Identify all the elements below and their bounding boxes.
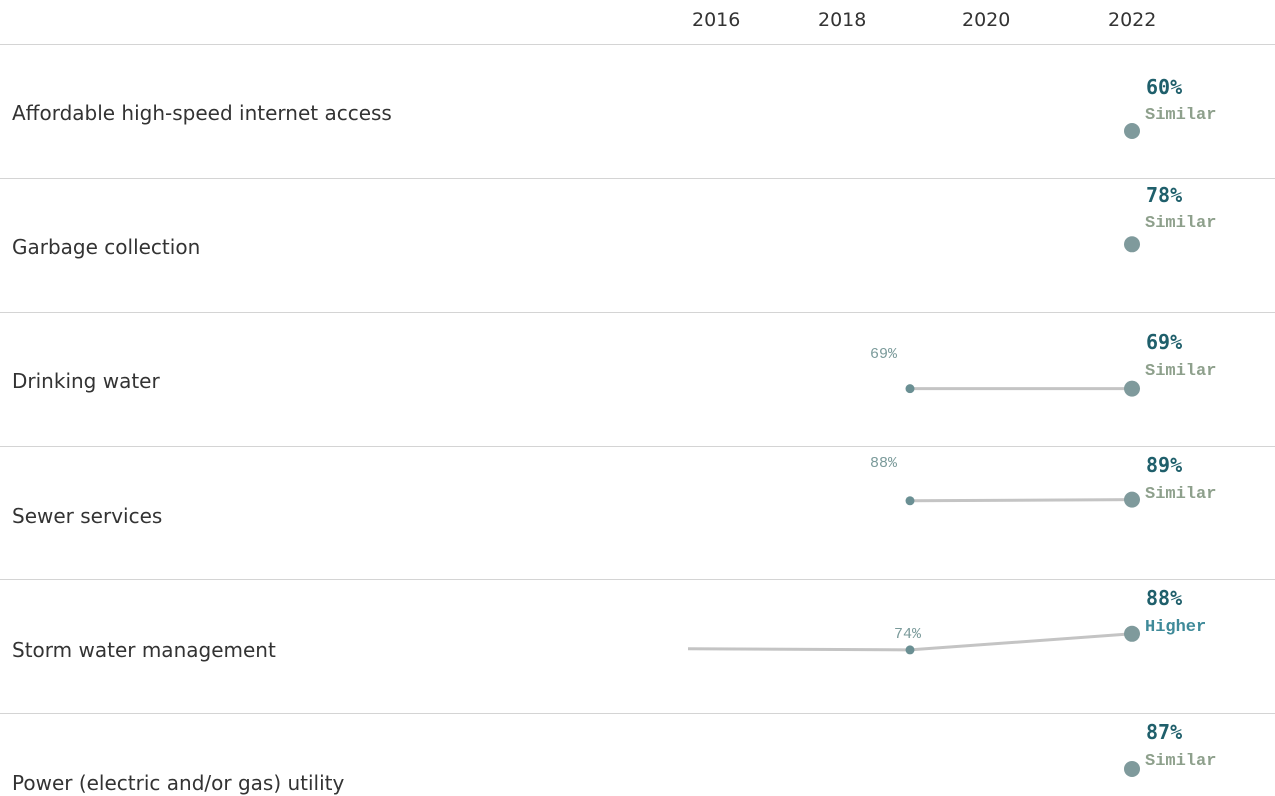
status-label-storm-water: Higher	[1145, 618, 1207, 637]
row-divider	[0, 312, 1275, 313]
status-label-sewer: Similar	[1145, 485, 1217, 504]
current-point-sewer-services	[1124, 491, 1140, 508]
category-label-power: Power (electric and/or gas) utility	[12, 771, 345, 795]
prior-point-sewer-services	[905, 496, 915, 506]
x-tick-2022: 2022	[1108, 9, 1157, 31]
category-label-internet: Affordable high-speed internet access	[12, 101, 392, 125]
status-label-power: Similar	[1145, 752, 1217, 771]
current-point-affordable-high-speed-internet-access	[1124, 123, 1140, 139]
row-divider	[0, 446, 1275, 447]
x-tick-2018: 2018	[818, 9, 867, 31]
row-divider	[0, 44, 1275, 45]
x-tick-2020: 2020	[962, 9, 1011, 31]
trend-line-sewer-services	[909, 498, 1133, 503]
value-label-storm-water: 88%	[1146, 586, 1183, 610]
current-point-garbage-collection	[1124, 236, 1140, 253]
category-label-sewer: Sewer services	[12, 504, 163, 528]
status-label-garbage: Similar	[1145, 214, 1217, 233]
value-label-internet: 60%	[1146, 75, 1183, 99]
prior-point-storm-water-management	[905, 645, 915, 655]
current-point-power-electric-and-or-gas-utility	[1124, 760, 1140, 777]
x-tick-2016: 2016	[692, 9, 741, 31]
value-label-power: 87%	[1146, 720, 1183, 744]
category-label-drinking-water: Drinking water	[12, 369, 160, 393]
value-label-sewer: 89%	[1146, 453, 1183, 477]
prior-point-drinking-water	[905, 384, 915, 394]
prior-label-drinking-water: 69%	[870, 346, 898, 363]
row-divider	[0, 713, 1275, 714]
current-point-drinking-water	[1124, 380, 1140, 397]
value-label-drinking-water: 69%	[1146, 330, 1183, 354]
current-point-storm-water-management	[1124, 625, 1140, 642]
prior-label-storm-water: 74%	[894, 626, 922, 643]
status-label-drinking-water: Similar	[1145, 362, 1217, 381]
prior-label-sewer: 88%	[870, 455, 898, 472]
row-divider	[0, 579, 1275, 580]
category-label-garbage: Garbage collection	[12, 235, 201, 259]
category-label-storm-water: Storm water management	[12, 638, 276, 662]
row-divider	[0, 178, 1275, 179]
value-label-garbage: 78%	[1146, 183, 1183, 207]
status-label-internet: Similar	[1145, 106, 1217, 125]
